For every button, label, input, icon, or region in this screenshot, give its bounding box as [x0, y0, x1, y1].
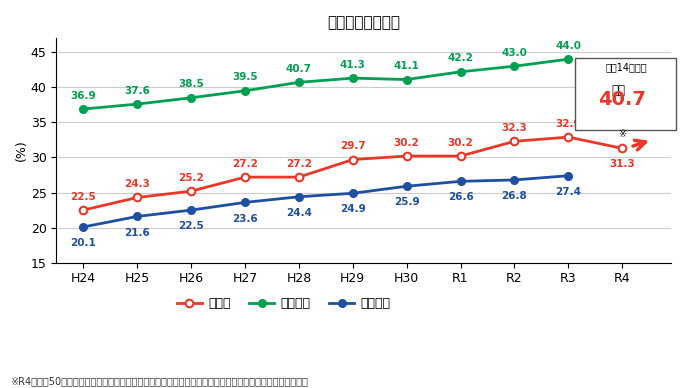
Text: 42.2: 42.2 — [448, 54, 473, 64]
Text: 21.6: 21.6 — [124, 227, 150, 237]
Text: 41.3: 41.3 — [340, 60, 366, 70]
Text: 26.6: 26.6 — [448, 192, 473, 203]
Text: 20.1: 20.1 — [70, 238, 96, 248]
Text: 23.6: 23.6 — [232, 213, 258, 223]
Text: 31.3: 31.3 — [609, 159, 635, 170]
Text: 耐震管率が減少しました。: 耐震管率が減少しました。 — [10, 386, 99, 388]
Legend: 一宮市, 県内平均, 全国平均: 一宮市, 県内平均, 全国平均 — [172, 292, 395, 315]
Text: 24.3: 24.3 — [124, 179, 150, 189]
Text: 27.2: 27.2 — [286, 159, 312, 169]
Text: 25.2: 25.2 — [178, 173, 204, 183]
Text: 24.4: 24.4 — [286, 208, 312, 218]
Text: 44.0: 44.0 — [555, 41, 582, 51]
Text: 25.9: 25.9 — [394, 197, 420, 207]
Text: 40.7: 40.7 — [286, 64, 312, 74]
Text: 41.1: 41.1 — [394, 61, 420, 71]
Text: 22.5: 22.5 — [70, 192, 96, 202]
Text: 27.4: 27.4 — [555, 187, 582, 197]
Text: 36.9: 36.9 — [70, 91, 96, 101]
Text: 40.7: 40.7 — [598, 90, 646, 109]
Text: 令和14年度末: 令和14年度末 — [605, 62, 647, 72]
Text: 43.0: 43.0 — [502, 48, 527, 58]
Text: 32.3: 32.3 — [502, 123, 527, 133]
Text: 29.7: 29.7 — [340, 141, 366, 151]
Text: 27.2: 27.2 — [232, 159, 258, 169]
Text: 目標: 目標 — [611, 84, 625, 97]
Text: ※: ※ — [618, 128, 627, 139]
Text: 38.5: 38.5 — [178, 80, 204, 90]
Text: 32.9: 32.9 — [555, 119, 581, 129]
Text: 39.5: 39.5 — [232, 73, 258, 82]
FancyBboxPatch shape — [575, 58, 676, 130]
Title: 基幹管路耐震管率: 基幹管路耐震管率 — [327, 15, 400, 30]
Text: 24.9: 24.9 — [340, 204, 366, 215]
Text: 37.6: 37.6 — [124, 86, 150, 96]
Text: 30.2: 30.2 — [448, 138, 473, 148]
Y-axis label: (%): (%) — [15, 140, 28, 161]
Text: ※R4　昭和50年以前に布設された溶接鋼管を、耐震管から非耐震管として扱うように変更したことにより、: ※R4 昭和50年以前に布設された溶接鋼管を、耐震管から非耐震管として扱うように… — [10, 376, 308, 386]
Text: 22.5: 22.5 — [178, 221, 204, 231]
Text: 30.2: 30.2 — [394, 138, 420, 148]
Text: 26.8: 26.8 — [502, 191, 527, 201]
